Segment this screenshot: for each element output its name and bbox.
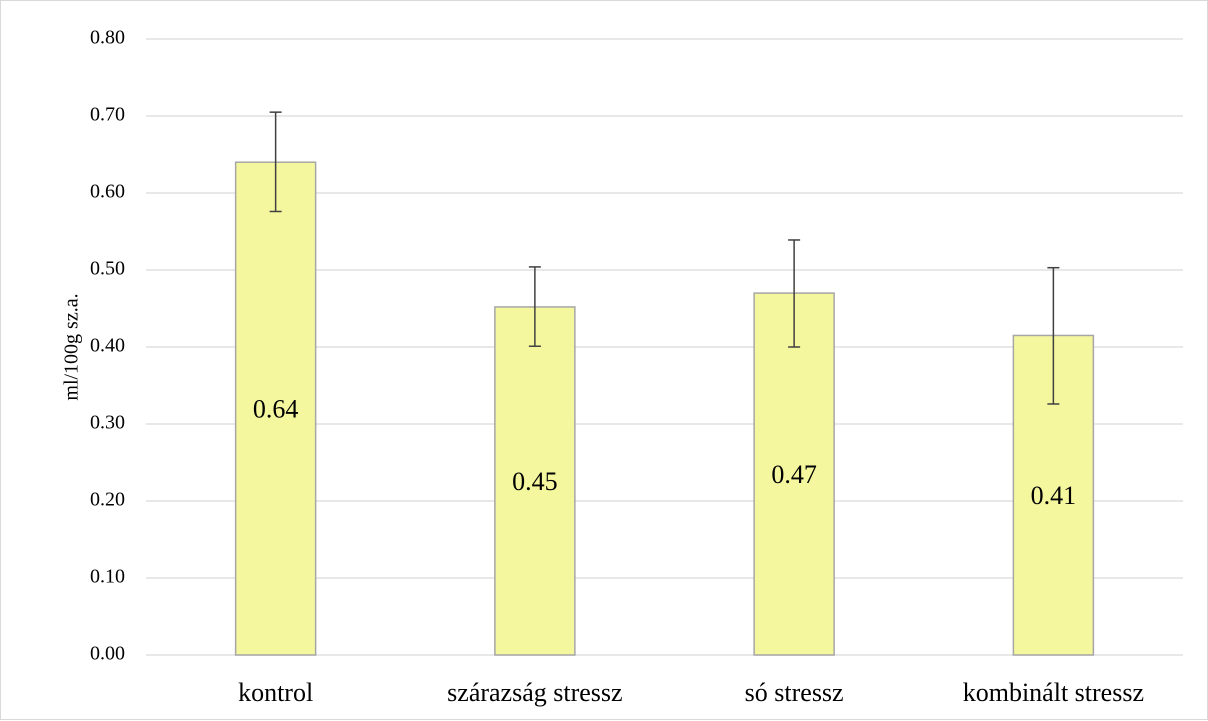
y-tick-label: 0.20	[90, 489, 125, 511]
data-label: 0.45	[512, 467, 558, 496]
error-bars	[269, 111, 1060, 405]
bar	[234, 161, 317, 656]
y-tick-label: 0.10	[90, 566, 125, 588]
data-label: 0.47	[771, 460, 817, 489]
y-tick-label: 0.50	[90, 258, 125, 280]
data-label: 0.41	[1031, 481, 1077, 510]
error-bar	[788, 239, 801, 348]
error-bar	[1047, 266, 1060, 405]
data-labels: 0.64 0.45 0.47 0.41	[253, 395, 1076, 511]
y-tick-label: 0.30	[90, 412, 125, 434]
error-bar	[528, 266, 541, 347]
x-category-label: kombinált stressz	[963, 678, 1144, 707]
y-tick-label: 0.60	[90, 181, 125, 203]
bar	[753, 292, 835, 656]
x-category-label: kontrol	[238, 678, 313, 707]
x-category-label: szárazság stressz	[447, 678, 622, 707]
y-tick-label: 0.70	[90, 104, 125, 126]
data-label: 0.64	[253, 395, 299, 424]
y-axis-label: ml/100g sz.a.	[61, 293, 83, 400]
y-tick-label: 0.00	[90, 643, 125, 665]
grid-lines	[146, 38, 1183, 656]
bars	[234, 161, 1095, 656]
y-tick-label: 0.80	[90, 27, 125, 49]
bar	[494, 306, 576, 656]
x-axis-categories: kontrol szárazság stressz só stressz kombin…	[238, 678, 1144, 707]
x-category-label: só stressz	[745, 678, 844, 707]
y-tick-label: 0.40	[90, 335, 125, 357]
y-axis-ticks: 0.00 0.10 0.20 0.30 0.40 0.50 0.60 0.70 0.80	[90, 27, 125, 665]
error-bar	[269, 111, 282, 213]
